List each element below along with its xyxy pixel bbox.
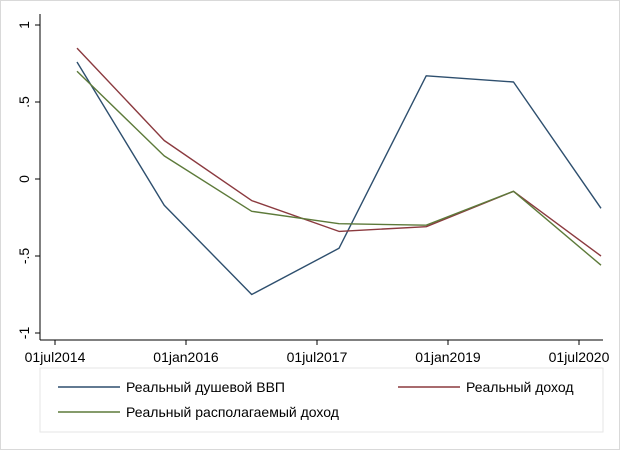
y-tick-label: -1 xyxy=(16,327,32,340)
y-tick-label: 1 xyxy=(16,21,32,29)
x-tick-label: 01jul2014 xyxy=(25,349,86,365)
x-tick-label: 01jul2017 xyxy=(287,349,348,365)
legend-label-2: Реальный доход xyxy=(466,379,574,395)
legend-box xyxy=(40,368,603,432)
y-tick-label: .5 xyxy=(16,96,32,108)
x-tick-label: 01jan2019 xyxy=(415,349,481,365)
x-tick-label: 01jul2020 xyxy=(549,349,610,365)
y-tick-label: -.5 xyxy=(16,248,32,265)
legend-label-1: Реальный душевой ВВП xyxy=(126,379,285,395)
x-tick-label: 01jan2016 xyxy=(153,349,219,365)
y-tick-label: 0 xyxy=(16,175,32,183)
legend: Реальный душевой ВВП Реальный доход Реальн… xyxy=(40,368,603,432)
legend-label-3: Реальный располагаемый доход xyxy=(126,404,339,420)
